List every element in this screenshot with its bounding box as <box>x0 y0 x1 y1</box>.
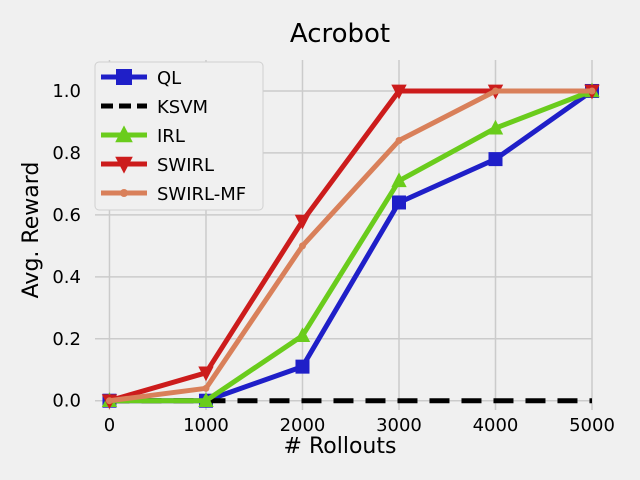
data-point <box>202 384 210 392</box>
data-point <box>198 392 214 408</box>
data-point <box>115 156 133 174</box>
legend-entry-swirl-mf: SWIRL-MF <box>101 184 246 205</box>
legend-label: QL <box>157 68 181 89</box>
series-line <box>106 88 595 404</box>
legend-label: KSVM <box>157 97 208 118</box>
legend-box <box>94 61 264 211</box>
data-point <box>487 119 504 135</box>
data-point <box>295 359 310 374</box>
legend-entry-ql: QL <box>101 68 181 89</box>
data-point <box>395 137 403 145</box>
data-point <box>588 87 596 95</box>
data-point <box>488 152 503 167</box>
x-tick-label: 5000 <box>569 415 615 436</box>
data-point <box>116 69 132 85</box>
legend-entry-irl: IRL <box>101 125 185 147</box>
series-swirl-mf <box>105 87 596 405</box>
data-point <box>391 195 406 210</box>
data-point <box>115 125 133 143</box>
data-point <box>294 327 311 342</box>
y-tick-label: 1.0 <box>52 81 81 102</box>
data-point <box>198 366 214 382</box>
data-point <box>294 214 311 230</box>
legend-entry-ksvm: KSVM <box>101 97 208 118</box>
data-point <box>120 189 128 197</box>
x-tick-label: 0 <box>104 415 115 436</box>
x-tick-label: 3000 <box>376 415 422 436</box>
y-tick-label: 0.4 <box>52 267 81 288</box>
y-tick-label: 0.2 <box>52 329 81 350</box>
y-axis-label: Avg. Reward <box>19 162 44 299</box>
x-tick-label: 1000 <box>183 415 229 436</box>
x-tick-label: 4000 <box>473 415 519 436</box>
legend-label: IRL <box>157 126 185 147</box>
data-point <box>298 242 306 250</box>
data-point <box>391 172 407 188</box>
chart-title: Acrobot <box>290 19 390 49</box>
legend-label: SWIRL-MF <box>157 184 246 205</box>
series-layer <box>101 82 600 410</box>
data-point <box>391 84 407 100</box>
y-tick-label: 0.8 <box>52 143 81 164</box>
legend-label: SWIRL <box>157 155 214 176</box>
y-tick-label: 0.6 <box>52 205 81 226</box>
tick-labels: 0 1000 2000 3000 4000 5000 0.0 0.2 0.4 0.6 0.8 1.0 <box>52 81 615 436</box>
legend: QL KSVM IRL SWIRL SWIRL-MF <box>94 61 264 211</box>
x-tick-label: 2000 <box>280 415 326 436</box>
series-line <box>106 88 595 404</box>
series-irl <box>101 82 600 408</box>
x-axis-label: # Rollouts <box>284 434 397 459</box>
data-point <box>491 87 499 95</box>
data-point <box>105 397 113 405</box>
legend-entry-swirl: SWIRL <box>101 155 214 176</box>
y-tick-label: 0.0 <box>52 391 81 412</box>
